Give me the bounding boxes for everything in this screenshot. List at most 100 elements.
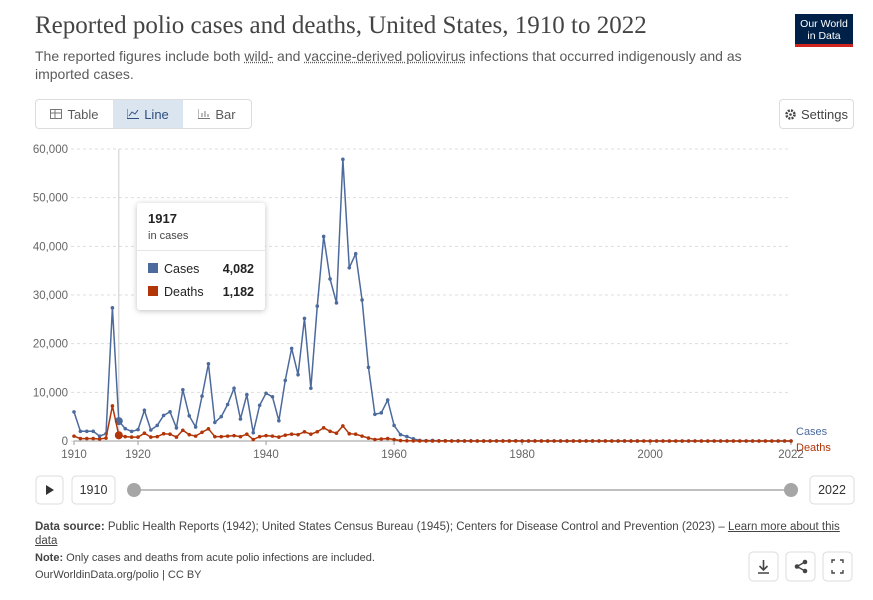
timeline-handle[interactable] bbox=[127, 483, 141, 497]
tab[interactable]: Bar bbox=[183, 100, 251, 128]
point bbox=[360, 298, 364, 302]
point bbox=[72, 410, 76, 414]
tooltip: 1917 in cases Cases 4,082 Deaths 1,182 bbox=[137, 203, 265, 310]
x-tick-label: 1910 bbox=[61, 449, 87, 461]
point bbox=[142, 408, 147, 413]
x-tick-label: 1940 bbox=[253, 449, 279, 461]
point bbox=[187, 414, 192, 418]
y-tick-label: 20,000 bbox=[33, 339, 68, 351]
point bbox=[603, 439, 608, 443]
tooltip-row: Cases 4,082 bbox=[148, 262, 254, 276]
point bbox=[654, 439, 659, 443]
series-line bbox=[73, 405, 791, 442]
point bbox=[475, 439, 480, 443]
timeline-start[interactable] bbox=[71, 475, 116, 505]
point bbox=[193, 425, 198, 429]
point bbox=[168, 432, 172, 436]
point bbox=[174, 435, 179, 439]
icon bbox=[794, 564, 800, 569]
point bbox=[149, 428, 153, 432]
point bbox=[705, 439, 710, 443]
subtitle-link[interactable]: vaccine-derived poliovirus bbox=[304, 48, 466, 64]
point bbox=[424, 439, 428, 443]
point bbox=[776, 439, 780, 443]
point bbox=[680, 439, 684, 443]
point bbox=[398, 438, 403, 443]
share-button[interactable] bbox=[785, 551, 816, 582]
tab-label: Bar bbox=[215, 106, 236, 122]
learn-more-link[interactable]: Learn more about this data bbox=[35, 521, 840, 547]
icon bbox=[802, 568, 808, 574]
point bbox=[277, 435, 281, 439]
tab[interactable]: Table bbox=[36, 100, 113, 128]
point bbox=[616, 439, 620, 443]
point bbox=[782, 439, 787, 443]
point bbox=[737, 439, 742, 443]
title: Reported polio cases and deaths, United … bbox=[35, 12, 647, 39]
point bbox=[104, 436, 108, 440]
series bbox=[72, 404, 793, 443]
y-tick-label: 10,000 bbox=[33, 387, 68, 399]
y-tick-label: 40,000 bbox=[33, 241, 68, 253]
timeline-handle[interactable] bbox=[784, 483, 798, 497]
point bbox=[469, 439, 473, 443]
tab-selected[interactable]: Line bbox=[113, 100, 183, 128]
point bbox=[245, 432, 249, 436]
point bbox=[462, 439, 467, 443]
subtitle-link[interactable]: wild- bbox=[244, 48, 274, 64]
point bbox=[405, 434, 409, 439]
point bbox=[213, 434, 217, 439]
point bbox=[123, 434, 128, 439]
point bbox=[321, 234, 326, 239]
point bbox=[129, 429, 134, 434]
point bbox=[334, 431, 339, 436]
point bbox=[417, 439, 422, 443]
note-label: Note: bbox=[35, 552, 64, 564]
point bbox=[296, 372, 300, 377]
play-icon bbox=[46, 485, 54, 495]
point bbox=[686, 439, 691, 443]
point bbox=[85, 429, 89, 434]
timeline-end[interactable] bbox=[809, 475, 855, 505]
point bbox=[725, 439, 729, 443]
point bbox=[488, 439, 492, 443]
subtitle-text: infections that occurred indigenously an… bbox=[35, 48, 742, 82]
logo[interactable]: Our World in Data bbox=[795, 14, 853, 47]
point bbox=[225, 434, 230, 438]
point bbox=[373, 437, 377, 442]
point bbox=[315, 429, 320, 434]
point bbox=[526, 439, 531, 443]
point bbox=[449, 439, 454, 443]
icon bbox=[785, 108, 796, 120]
point bbox=[718, 439, 723, 443]
point bbox=[392, 437, 396, 442]
y-tick-label: 0 bbox=[62, 436, 68, 448]
point bbox=[296, 432, 300, 437]
point bbox=[200, 430, 204, 435]
point bbox=[744, 439, 748, 443]
point bbox=[385, 398, 390, 402]
point bbox=[437, 439, 441, 443]
point bbox=[97, 434, 102, 438]
point bbox=[366, 436, 371, 440]
point bbox=[289, 346, 294, 351]
tooltip-subtitle: in cases bbox=[148, 230, 189, 242]
tab-bar: Table Line Bar bbox=[35, 99, 252, 129]
point bbox=[200, 394, 204, 398]
point bbox=[225, 402, 230, 407]
point bbox=[302, 429, 307, 434]
point bbox=[142, 431, 147, 436]
point bbox=[232, 433, 236, 438]
point bbox=[110, 404, 115, 408]
point bbox=[328, 429, 332, 434]
settings-button[interactable]: Settings bbox=[779, 99, 854, 129]
fullscreen-button[interactable] bbox=[822, 551, 853, 582]
point bbox=[430, 439, 435, 443]
point bbox=[91, 429, 96, 434]
tooltip-series: Deaths bbox=[164, 285, 204, 299]
point bbox=[353, 432, 358, 436]
point bbox=[206, 361, 211, 366]
point bbox=[264, 433, 268, 438]
